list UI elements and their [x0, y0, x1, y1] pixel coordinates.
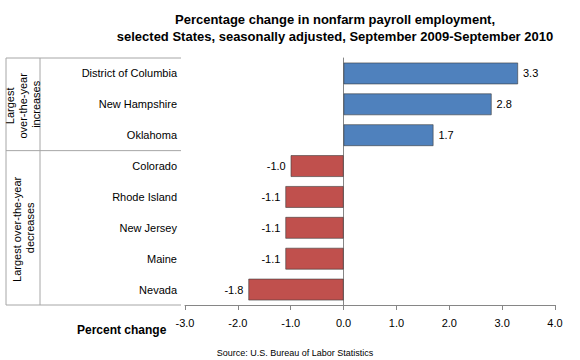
svg-text:over-the-year: over-the-year: [17, 70, 29, 138]
svg-text:2.0: 2.0: [442, 317, 457, 329]
svg-text:3.3: 3.3: [523, 67, 538, 79]
svg-text:0.0: 0.0: [336, 317, 351, 329]
svg-text:Largest: Largest: [4, 84, 16, 124]
svg-text:-1.0: -1.0: [267, 160, 286, 172]
svg-text:1.0: 1.0: [389, 317, 404, 329]
svg-text:-1.0: -1.0: [281, 317, 300, 329]
svg-text:2.8: 2.8: [497, 98, 512, 110]
svg-text:New Jersey: New Jersey: [120, 222, 178, 234]
svg-text:decreases: decreases: [24, 202, 36, 253]
svg-text:increases: increases: [30, 80, 42, 128]
svg-text:Largest over-the-year: Largest over-the-year: [11, 174, 23, 282]
svg-text:-1.1: -1.1: [261, 191, 280, 203]
svg-text:1.7: 1.7: [438, 129, 453, 141]
svg-text:Percentage change in nonfarm p: Percentage change in nonfarm payroll emp…: [175, 12, 495, 27]
svg-text:Maine: Maine: [147, 253, 177, 265]
svg-text:3.0: 3.0: [494, 317, 509, 329]
svg-text:-1.1: -1.1: [261, 222, 280, 234]
svg-text:-3.0: -3.0: [176, 317, 195, 329]
svg-text:Colorado: Colorado: [132, 160, 177, 172]
svg-text:Percent change: Percent change: [77, 323, 167, 337]
svg-text:4.0: 4.0: [547, 317, 562, 329]
svg-text:Rhode Island: Rhode Island: [112, 191, 177, 203]
svg-text:Source: U.S. Bureau of Labor S: Source: U.S. Bureau of Labor Statistics: [217, 348, 374, 358]
svg-text:New Hampshire: New Hampshire: [99, 98, 177, 110]
svg-text:Nevada: Nevada: [139, 284, 178, 296]
svg-text:-1.1: -1.1: [261, 253, 280, 265]
svg-text:Oklahoma: Oklahoma: [127, 129, 178, 141]
svg-text:District of Columbia: District of Columbia: [82, 67, 178, 79]
svg-text:-1.8: -1.8: [224, 284, 243, 296]
svg-text:-2.0: -2.0: [228, 317, 247, 329]
svg-text:selected States, seasonally ad: selected States, seasonally adjusted, Se…: [117, 29, 553, 44]
